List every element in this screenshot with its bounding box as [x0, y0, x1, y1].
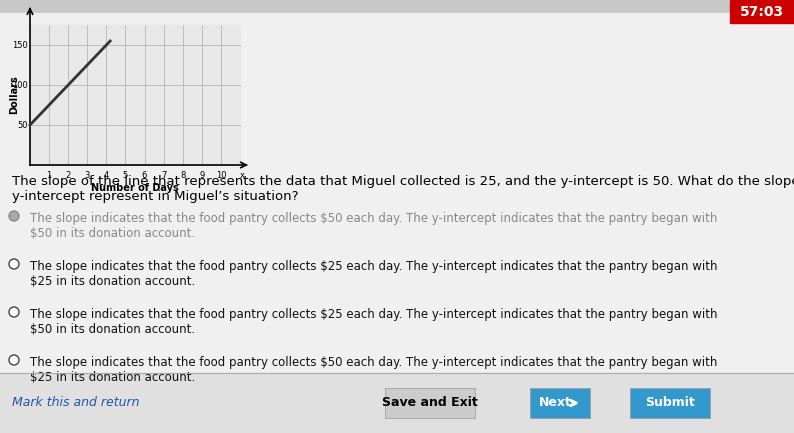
Text: 6: 6 — [142, 171, 147, 180]
Text: 2: 2 — [66, 171, 71, 180]
Text: Dollars: Dollars — [9, 76, 19, 114]
Text: 50: 50 — [17, 120, 28, 129]
Text: Number of Days: Number of Days — [91, 183, 179, 193]
Text: 9: 9 — [199, 171, 204, 180]
Text: The slope of the line that represents the data that Miguel collected is 25, and : The slope of the line that represents th… — [12, 175, 794, 203]
Bar — [730, 0, 794, 23]
Text: Mark this and return: Mark this and return — [12, 397, 140, 410]
Text: 150: 150 — [12, 41, 28, 49]
Bar — [530, 388, 590, 418]
Bar — [630, 388, 710, 418]
Bar — [385, 388, 475, 418]
Text: 8: 8 — [180, 171, 186, 180]
Text: 4: 4 — [104, 171, 109, 180]
Bar — [0, 373, 794, 433]
Text: 57:03: 57:03 — [740, 5, 784, 19]
Text: 10: 10 — [216, 171, 226, 180]
Text: Next: Next — [538, 397, 572, 410]
Text: The slope indicates that the food pantry collects $50 each day. The y-intercept : The slope indicates that the food pantry… — [30, 212, 717, 240]
Text: 5: 5 — [123, 171, 128, 180]
Circle shape — [9, 211, 19, 221]
Circle shape — [9, 307, 19, 317]
Text: The slope indicates that the food pantry collects $25 each day. The y-intercept : The slope indicates that the food pantry… — [30, 308, 718, 336]
Text: x: x — [240, 171, 245, 180]
Text: Save and Exit: Save and Exit — [382, 397, 478, 410]
Circle shape — [9, 259, 19, 269]
Text: The slope indicates that the food pantry collects $25 each day. The y-intercept : The slope indicates that the food pantry… — [30, 260, 718, 288]
Text: 3: 3 — [85, 171, 90, 180]
Text: 7: 7 — [161, 171, 166, 180]
Circle shape — [9, 355, 19, 365]
Text: Submit: Submit — [645, 397, 695, 410]
Text: 1: 1 — [47, 171, 52, 180]
Text: 100: 100 — [12, 81, 28, 90]
Bar — [30, 25, 240, 165]
Text: The slope indicates that the food pantry collects $50 each day. The y-intercept : The slope indicates that the food pantry… — [30, 356, 717, 384]
